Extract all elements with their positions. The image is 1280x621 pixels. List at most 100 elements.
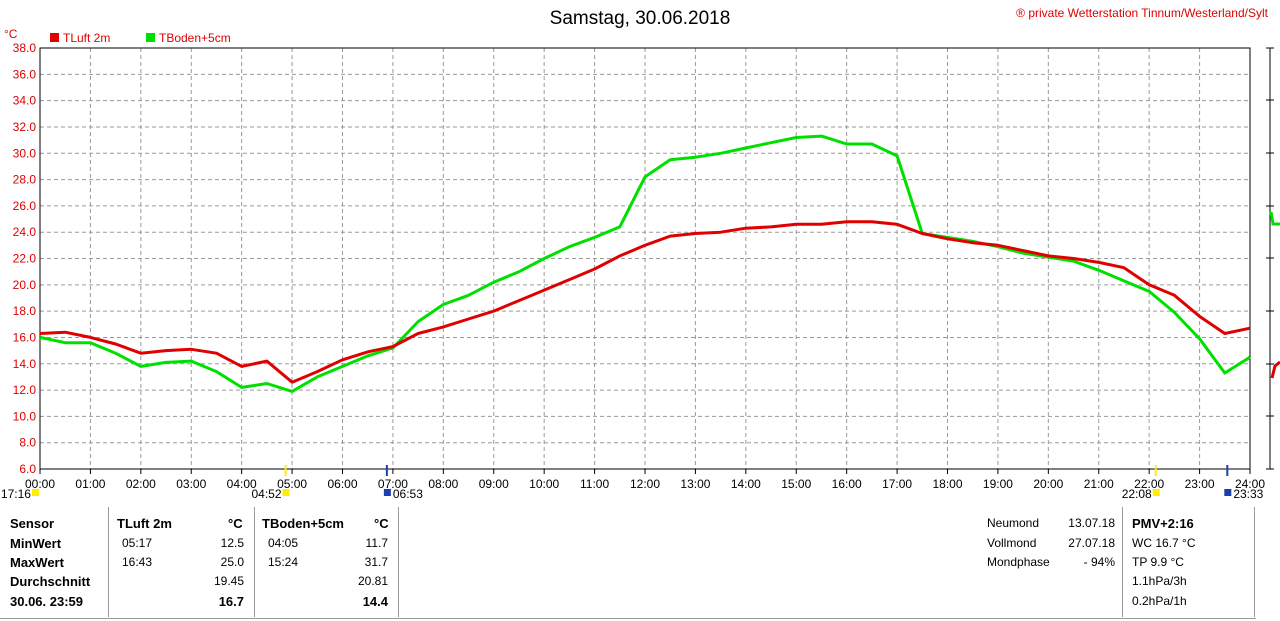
y-unit-label: °C: [4, 27, 18, 41]
pmv-pressure-3h: 1.1hPa/3h: [1132, 574, 1187, 588]
marker-symbol: [1224, 489, 1232, 496]
x-tick-label: 12:00: [630, 477, 660, 491]
y-tick-label: 18.0: [13, 304, 37, 318]
legend-label-tluft: TLuft 2m: [63, 31, 110, 45]
marker-time-label: 04:52: [251, 487, 281, 501]
chart-title: Samstag, 30.06.2018: [550, 8, 731, 29]
right-edge-strip: [1266, 47, 1280, 470]
x-tick-label: 23:00: [1185, 477, 1215, 491]
x-tick-label: 14:00: [731, 477, 761, 491]
marker-symbol: [1152, 489, 1160, 496]
copyright-text: ® private Wetterstation Tinnum/Westerlan…: [1016, 6, 1269, 20]
marker-symbol: [383, 489, 391, 496]
tluft-min-value: 12.5: [220, 536, 244, 550]
marker-time-label: 17:16: [1, 487, 31, 501]
x-tick-label: 22:00: [1134, 477, 1164, 491]
tluft-header: TLuft 2m: [117, 516, 172, 531]
sensor-header: Sensor: [10, 516, 55, 531]
pmv-dewpoint: TP 9.9 °C: [1132, 555, 1184, 569]
marker-time-label: 23:33: [1233, 487, 1263, 501]
y-tick-label: 30.0: [13, 146, 37, 160]
y-tick-label: 22.0: [13, 252, 37, 266]
y-tick-label: 20.0: [13, 278, 37, 292]
row-label-current: 30.06. 23:59: [10, 594, 84, 609]
y-tick-label: 12.0: [13, 383, 37, 397]
tluft-max-value: 25.0: [220, 555, 244, 569]
sun-moon-markers: 17:16 04:52 06:53 22:08 23:33: [1, 465, 1264, 501]
grid: [40, 48, 1250, 469]
x-tick-label: 02:00: [126, 477, 156, 491]
x-tick-label: 01:00: [75, 477, 105, 491]
tluft-max-time: 16:43: [122, 555, 153, 569]
tluft-current-value: 16.7: [218, 594, 244, 609]
temperature-chart: Samstag, 30.06.2018 ® private Wetterstat…: [0, 6, 1280, 501]
neumond-value: 13.07.18: [1068, 516, 1115, 530]
tboden-header: TBoden+5cm: [262, 516, 344, 531]
y-tick-label: 26.0: [13, 199, 37, 213]
y-tick-label: 14.0: [13, 357, 37, 371]
legend-label-tboden: TBoden+5cm: [159, 31, 231, 45]
y-tick-label: 24.0: [13, 225, 37, 239]
row-label-max: MaxWert: [10, 555, 64, 570]
y-tick-label: 10.0: [13, 409, 37, 423]
legend-swatch-tboden: [146, 33, 155, 42]
stats-panel: Sensor TLuft 2m °C TBoden+5cm °C MinWert…: [0, 505, 1280, 621]
vollmond-value: 27.07.18: [1068, 536, 1115, 550]
neumond-label: Neumond: [987, 516, 1040, 530]
marker-time-label: 06:53: [393, 487, 423, 501]
mondphase-label: Mondphase: [987, 555, 1050, 569]
x-tick-label: 06:00: [327, 477, 357, 491]
series-line-tluft: [39, 220, 1251, 384]
tluft-avg-value: 19.45: [213, 574, 244, 588]
y-tick-label: 32.0: [13, 120, 37, 134]
tluft-unit: °C: [228, 516, 243, 531]
tboden-max-value: 31.7: [364, 555, 388, 569]
tboden-avg-value: 20.81: [357, 574, 388, 588]
y-axis: 6.0 8.0 10.0 12.0 14.0 16.0 18.0 20.0 22.0 24.0 26…: [13, 41, 37, 476]
x-tick-label: 24:00: [1235, 477, 1265, 491]
marker-symbol: [31, 489, 39, 496]
tboden-min-value: 11.7: [365, 536, 388, 550]
pmv-windchill: WC 16.7 °C: [1132, 536, 1196, 550]
marker-symbol: [282, 489, 290, 496]
y-tick-label: 28.0: [13, 173, 37, 187]
x-tick-label: 15:00: [781, 477, 811, 491]
row-label-min: MinWert: [10, 536, 62, 551]
row-label-avg: Durchschnitt: [10, 574, 91, 589]
mondphase-value: - 94%: [1083, 555, 1115, 569]
y-tick-label: 16.0: [13, 330, 37, 344]
x-tick-label: 11:00: [580, 477, 609, 491]
y-tick-label: 34.0: [13, 94, 37, 108]
series-lines: [39, 134, 1251, 393]
pmv-title: PMV+2:16: [1132, 516, 1194, 531]
marker-time-label: 22:08: [1122, 487, 1152, 501]
x-tick-label: 04:00: [227, 477, 257, 491]
y-tick-label: 6.0: [19, 462, 36, 476]
tboden-current-value: 14.4: [362, 594, 388, 609]
legend: TLuft 2m TBoden+5cm: [50, 31, 231, 45]
x-tick-label: 05:00: [277, 477, 307, 491]
x-tick-label: 20:00: [1033, 477, 1063, 491]
y-tick-label: 38.0: [13, 41, 37, 55]
vollmond-label: Vollmond: [987, 536, 1037, 550]
x-tick-label: 13:00: [680, 477, 710, 491]
x-tick-label: 18:00: [932, 477, 962, 491]
tboden-unit: °C: [374, 516, 389, 531]
tboden-max-time: 15:24: [268, 555, 299, 569]
legend-swatch-tluft: [50, 33, 59, 42]
x-tick-label: 10:00: [529, 477, 559, 491]
pmv-pressure-1h: 0.2hPa/1h: [1132, 594, 1187, 608]
x-tick-label: 17:00: [882, 477, 912, 491]
x-axis: 00:00 01:00 02:00 03:00 04:00 05:00 06:00 07:00…: [25, 469, 1265, 491]
x-tick-label: 19:00: [983, 477, 1013, 491]
y-tick-label: 8.0: [19, 436, 36, 450]
tboden-min-time: 04:05: [268, 536, 299, 550]
x-tick-label: 00:00: [25, 477, 55, 491]
y-tick-label: 36.0: [13, 67, 37, 81]
x-tick-label: 16:00: [832, 477, 862, 491]
x-tick-label: 09:00: [479, 477, 509, 491]
x-tick-label: 08:00: [428, 477, 458, 491]
x-tick-label: 07:00: [378, 477, 408, 491]
x-tick-label: 21:00: [1084, 477, 1114, 491]
tluft-min-time: 05:17: [122, 536, 153, 550]
